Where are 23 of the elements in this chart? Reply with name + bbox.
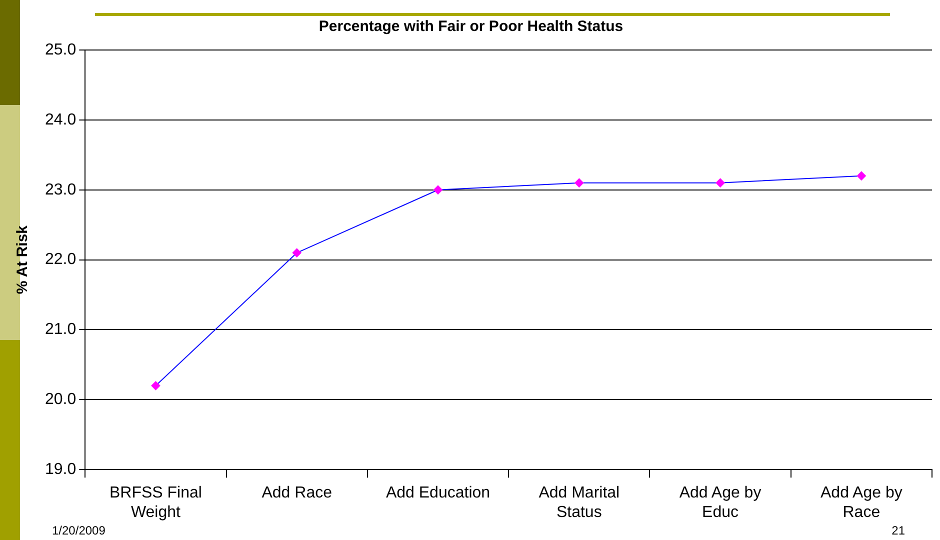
- x-tick-label: Add Race: [262, 484, 332, 502]
- y-tick-label: 21.0: [45, 321, 76, 338]
- x-tick-label: Add Education: [386, 484, 490, 502]
- point: [434, 185, 442, 194]
- y-tick-label: 25.0: [45, 41, 76, 58]
- chart-title: Percentage with Fair or Poor Health Status: [318, 18, 624, 36]
- x-tick-label: Add Age by Race: [820, 484, 902, 521]
- point: [856, 171, 866, 180]
- y-tick-label: 20.0: [45, 391, 76, 408]
- text: 21: [892, 523, 906, 538]
- y-tick-label: 24.0: [45, 111, 76, 128]
- y-tick-label: 22.0: [45, 251, 76, 268]
- y-axis-title: % At Risk: [14, 224, 32, 294]
- point: [574, 178, 584, 188]
- y-tick-label: 23.0: [45, 181, 76, 198]
- y-tick-label: 19.0: [45, 461, 76, 478]
- point: [151, 381, 160, 390]
- x-tick-label: BRFSS Final Weight: [109, 484, 202, 521]
- point: [292, 248, 302, 258]
- point: [716, 178, 725, 188]
- x-tick-label: Add Marital Status: [538, 484, 620, 521]
- x-tick-label: Add Age by Educ: [679, 484, 762, 521]
- text: 1/20/2009: [52, 523, 106, 538]
